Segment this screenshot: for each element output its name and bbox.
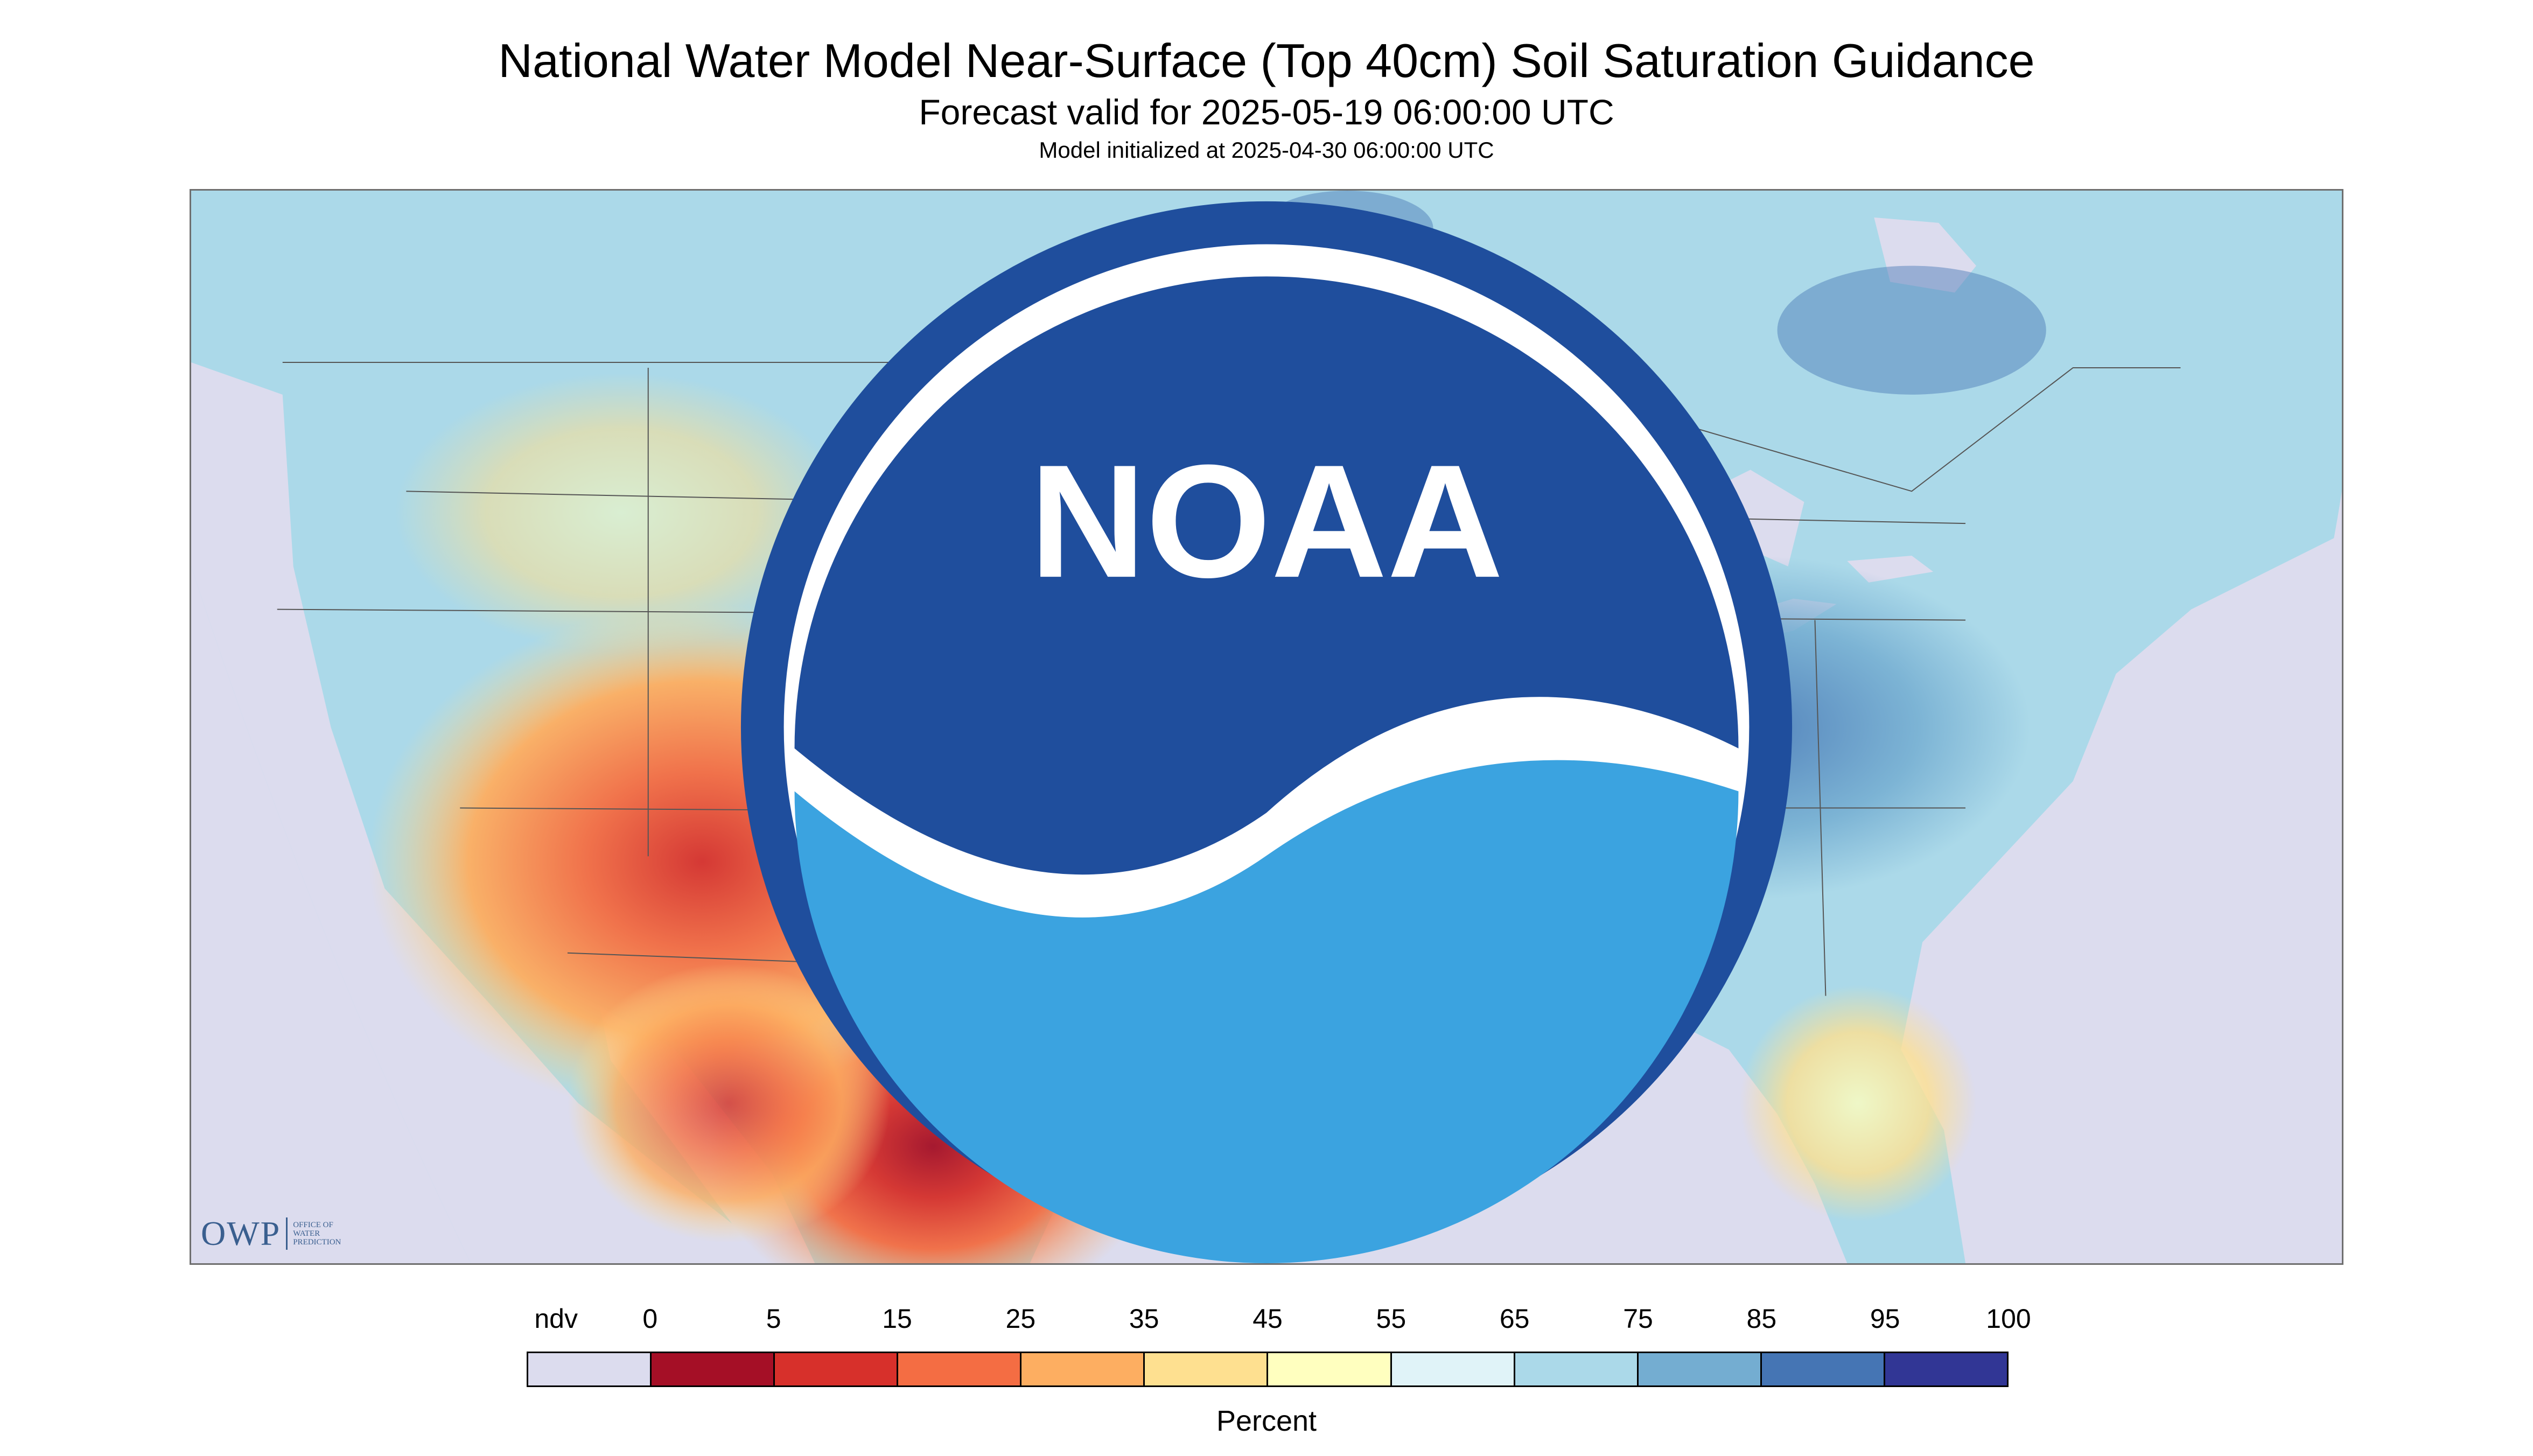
legend-tick-label: 25 (1005, 1304, 1036, 1334)
legend-tick-label: 75 (1623, 1304, 1653, 1334)
legend-swatch (775, 1352, 899, 1387)
legend-tick-label: 45 (1252, 1304, 1283, 1334)
legend-tick-label: 0 (642, 1304, 658, 1334)
legend-swatch (1268, 1352, 1392, 1387)
james-bay (1874, 217, 1977, 293)
legend-swatch (1638, 1352, 1762, 1387)
color-legend (527, 1352, 2009, 1387)
legend-swatch (527, 1352, 652, 1387)
legend-swatch (652, 1352, 775, 1387)
legend-swatch (898, 1352, 1022, 1387)
legend-swatch (1515, 1352, 1639, 1387)
legend-tick-label: 85 (1746, 1304, 1777, 1334)
owp-logo-line: OFFICE OF (293, 1221, 333, 1229)
wet-zone-ontario (1777, 265, 2046, 395)
legend-tick-label: ndv (534, 1304, 578, 1334)
legend-title: Percent (1216, 1405, 1317, 1437)
legend-swatch (1391, 1352, 1515, 1387)
legend-swatch (1885, 1352, 2009, 1387)
legend-swatch (1021, 1352, 1145, 1387)
map-title: National Water Model Near-Surface (Top 4… (498, 34, 2035, 87)
legend-tick-label: 100 (1986, 1304, 2031, 1334)
pacific-ocean (191, 362, 783, 1263)
legend-tick-label: 5 (766, 1304, 781, 1334)
dry-zone-baja (567, 963, 891, 1243)
noaa-logo-text: NOAA (1030, 432, 1503, 611)
owp-logo-text: OFFICE OF WATER PREDICTION (293, 1221, 341, 1247)
owp-logo-line: WATER (293, 1229, 320, 1238)
legend-tick-label: 35 (1129, 1304, 1159, 1334)
legend-tick-label: 55 (1376, 1304, 1407, 1334)
model-init-line: Model initialized at 2025-04-30 06:00:00… (1039, 137, 1494, 163)
noaa-logo: NOAA (740, 201, 1793, 1263)
atlantic-ocean (1901, 534, 2342, 1263)
legend-tick-label: 65 (1499, 1304, 1530, 1334)
nodata-region-west (191, 566, 471, 1263)
owp-logo: OWP OFFICE OF WATER PREDICTION (201, 1214, 341, 1254)
legend-tick-label: 15 (882, 1304, 912, 1334)
owp-logo-line: PREDICTION (293, 1238, 341, 1247)
northwest-mixed-zone (395, 373, 848, 653)
legend-swatch (1761, 1352, 1885, 1387)
legend-tick-label: 95 (1870, 1304, 1900, 1334)
florida-dry-zone (1739, 985, 1977, 1222)
forecast-valid-line: Forecast valid for 2025-05-19 06:00:00 U… (919, 92, 1614, 132)
soil-saturation-map: OWP OFFICE OF WATER PREDICTION NOAA (190, 189, 2343, 1265)
owp-logo-divider (286, 1217, 288, 1250)
legend-swatch (1145, 1352, 1269, 1387)
owp-logo-letters: OWP (201, 1214, 281, 1252)
